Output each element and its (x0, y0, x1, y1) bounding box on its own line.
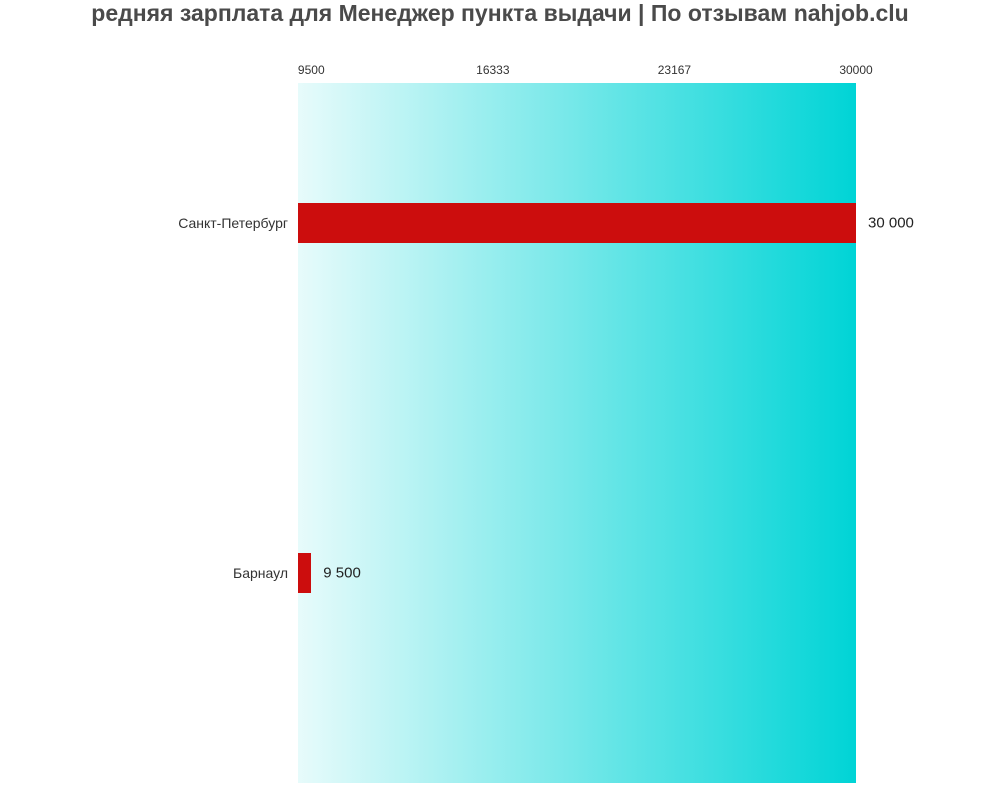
x-tick: 23167 (658, 63, 691, 77)
x-tick: 30000 (839, 63, 872, 77)
chart-title: редняя зарплата для Менеджер пункта выда… (0, 0, 1000, 27)
salary-bar-chart: редняя зарплата для Менеджер пункта выда… (0, 0, 1000, 800)
plot-area: 9500163332316730000 Санкт-Петербург30 00… (298, 83, 856, 783)
plot-background (298, 83, 856, 783)
bar-value-label: 30 000 (868, 215, 914, 232)
y-axis-label: Санкт-Петербург (178, 215, 298, 231)
bar-value-label: 9 500 (323, 565, 361, 582)
x-tick: 16333 (476, 63, 509, 77)
bar (298, 203, 856, 243)
bar-row: Барнаул9 500 (298, 553, 856, 593)
y-axis-label: Барнаул (233, 565, 298, 581)
x-axis: 9500163332316730000 (298, 63, 856, 83)
x-tick: 9500 (298, 63, 325, 77)
bar-row: Санкт-Петербург30 000 (298, 203, 856, 243)
bar (298, 553, 311, 593)
